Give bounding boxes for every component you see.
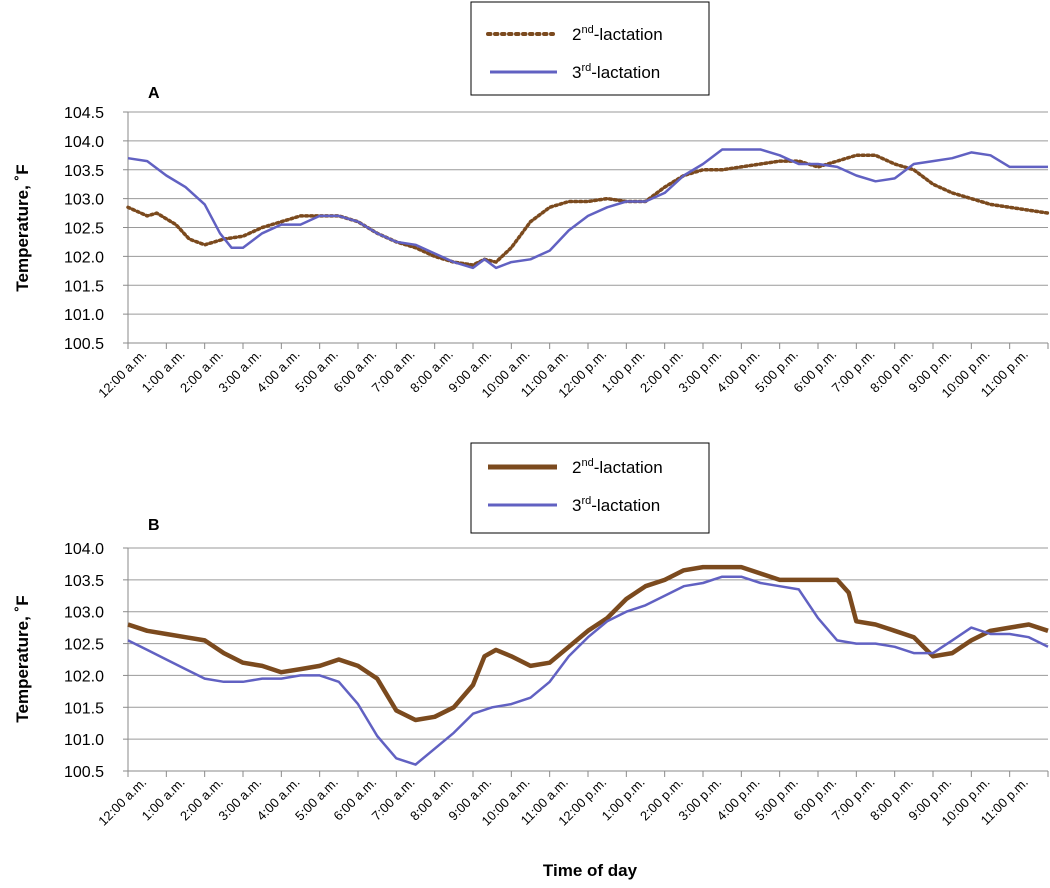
chart-b-y-tick-label: 103.0: [64, 605, 104, 622]
chart-a-y-tick-label: 102.0: [64, 249, 104, 266]
chart-a-x-axis: [127, 112, 1049, 349]
chart-b-legend-box: [470, 442, 710, 534]
chart-b-series-3rd-lactation-line: [127, 575, 1049, 766]
chart-a-y-tick-label: 103.5: [64, 163, 104, 180]
chart-b-y-tick-label: 100.5: [64, 764, 104, 781]
chart-a-x-tick-label: 12:00 a.m.: [95, 347, 149, 401]
chart-a-series-3rd-lactation-line: [127, 148, 1048, 270]
chart-a: 2nd-lactation 3rd-lactation A Temperatur…: [13, 1, 1050, 401]
chart-a-y-tick-label: 104.5: [64, 105, 104, 122]
chart-a-ylabel: Temperature, ˚F: [13, 164, 32, 291]
chart-a-series: [126, 148, 1050, 270]
chart-b-series: [127, 564, 1049, 766]
chart-b-legend: 2nd-lactation 3rd-lactation: [470, 442, 710, 534]
chart-b-y-tick-label: 102.5: [64, 637, 104, 654]
chart-b-y-tick-label: 101.5: [64, 700, 104, 717]
chart-b-xlabel: Time of day: [543, 861, 638, 880]
chart-b-y-tick-label: 102.0: [64, 668, 104, 685]
chart-b-legend-label-2nd: 2nd-lactation: [572, 457, 663, 477]
chart-b-x-ticks: 12:00 a.m.1:00 a.m.2:00 a.m.3:00 a.m.4:0…: [95, 775, 1031, 829]
chart-a-legend: 2nd-lactation 3rd-lactation: [470, 1, 710, 96]
chart-a-y-tick-label: 101.5: [64, 278, 104, 295]
chart-a-gridlines: [128, 111, 1048, 344]
chart-b-panel-label: B: [148, 517, 160, 534]
chart-a-y-tick-label: 104.0: [64, 134, 104, 151]
chart-b-x-axis: [127, 548, 1049, 777]
chart-a-x-ticks: 12:00 a.m.1:00 a.m.2:00 a.m.3:00 a.m.4:0…: [95, 347, 1031, 401]
chart-b-gridlines: [128, 547, 1048, 772]
chart-a-legend-box: [470, 1, 710, 96]
chart-a-y-ticks: 100.5 101.0 101.5 102.0 102.5 103.0 103.5 104.0…: [64, 105, 128, 353]
chart-a-series-2nd-lactation-line: [126, 153, 1050, 267]
chart-a-y-tick-label: 101.0: [64, 307, 104, 324]
chart-a-panel-label: A: [148, 85, 160, 102]
chart-b-y-ticks: 100.5 101.0 101.5 102.0 102.5 103.0 103.5 104.0: [64, 541, 128, 781]
chart-b-y-tick-label: 104.0: [64, 541, 104, 558]
chart-a-legend-label-2nd: 2nd-lactation: [572, 24, 663, 44]
chart-b: 2nd-lactation 3rd-lactation B Temperatur…: [13, 442, 1049, 880]
chart-a-legend-label-3rd: 3rd-lactation: [572, 62, 660, 82]
chart-a-y-tick-label: 100.5: [64, 336, 104, 353]
chart-a-y-tick-label: 102.5: [64, 221, 104, 238]
chart-b-x-tick-label: 12:00 a.m.: [95, 775, 149, 829]
chart-b-y-tick-label: 103.5: [64, 573, 104, 590]
chart-b-ylabel: Temperature, ˚F: [13, 595, 32, 722]
chart-b-series-2nd-lactation-line: [127, 564, 1049, 723]
chart-b-legend-label-3rd: 3rd-lactation: [572, 495, 660, 515]
chart-b-y-tick-label: 101.0: [64, 732, 104, 749]
chart-a-y-tick-label: 103.0: [64, 192, 104, 209]
